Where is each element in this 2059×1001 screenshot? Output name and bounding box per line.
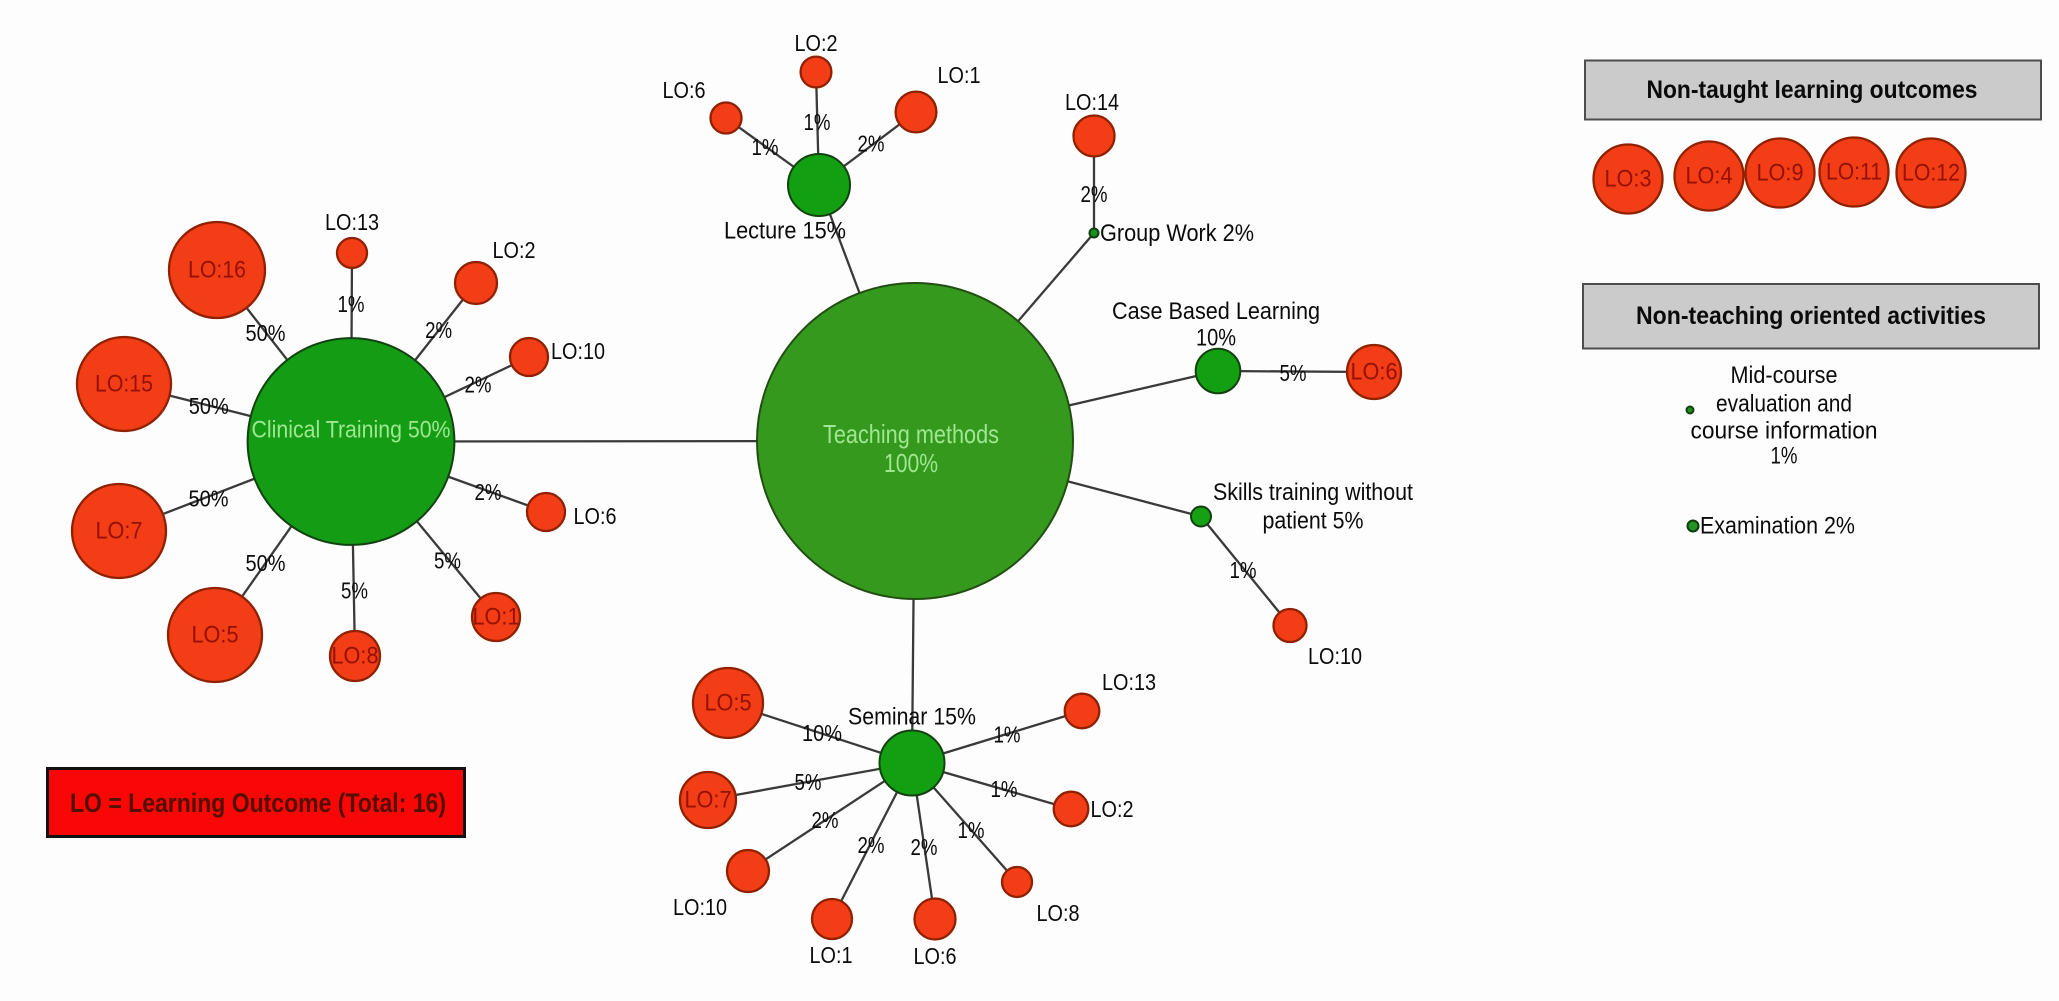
- svg-text:LO:1: LO:1: [473, 604, 520, 631]
- svg-text:2%: 2%: [465, 372, 492, 398]
- svg-text:LO:6: LO:6: [1351, 359, 1398, 386]
- svg-text:2%: 2%: [425, 317, 452, 343]
- svg-text:50%: 50%: [189, 393, 229, 419]
- svg-text:1%: 1%: [958, 817, 985, 843]
- svg-text:2%: 2%: [858, 832, 885, 858]
- svg-text:1%: 1%: [991, 776, 1018, 802]
- svg-text:Seminar 15%: Seminar 15%: [848, 704, 976, 731]
- svg-text:Group Work 2%: Group Work 2%: [1100, 220, 1254, 247]
- svg-text:LO:6: LO:6: [914, 943, 957, 969]
- svg-text:5%: 5%: [341, 578, 368, 604]
- svg-text:LO:8: LO:8: [332, 643, 379, 670]
- svg-text:5%: 5%: [1280, 360, 1307, 386]
- svg-text:Lecture 15%: Lecture 15%: [724, 218, 846, 245]
- svg-text:2%: 2%: [475, 479, 502, 505]
- svg-text:LO:7: LO:7: [685, 787, 732, 814]
- svg-text:LO:2: LO:2: [795, 30, 838, 56]
- svg-text:LO:2: LO:2: [1091, 796, 1134, 822]
- svg-text:Non-teaching oriented activiti: Non-teaching oriented activities: [1636, 302, 1986, 330]
- svg-text:LO:8: LO:8: [1037, 900, 1080, 926]
- svg-text:LO:1: LO:1: [938, 62, 981, 88]
- svg-text:2%: 2%: [911, 834, 938, 860]
- svg-text:patient 5%: patient 5%: [1263, 508, 1364, 535]
- svg-text:LO:13: LO:13: [1102, 669, 1156, 695]
- svg-text:LO:15: LO:15: [95, 371, 153, 398]
- svg-text:Non-taught learning outcomes: Non-taught learning outcomes: [1647, 76, 1978, 104]
- svg-text:LO:6: LO:6: [663, 77, 706, 103]
- svg-text:LO:7: LO:7: [96, 518, 143, 545]
- svg-text:2%: 2%: [1081, 181, 1108, 207]
- svg-text:2%: 2%: [812, 807, 839, 833]
- svg-text:LO:16: LO:16: [188, 257, 246, 284]
- svg-text:Examination 2%: Examination 2%: [1700, 513, 1855, 540]
- svg-text:LO:13: LO:13: [325, 209, 379, 235]
- svg-text:10%: 10%: [802, 720, 842, 746]
- svg-text:LO:10: LO:10: [551, 338, 605, 364]
- svg-text:evaluation and: evaluation and: [1716, 391, 1852, 418]
- svg-text:LO:5: LO:5: [192, 622, 239, 649]
- svg-text:2%: 2%: [858, 131, 885, 157]
- svg-text:Skills training without: Skills training without: [1213, 479, 1413, 506]
- svg-text:LO:1: LO:1: [810, 942, 853, 968]
- svg-text:LO = Learning Outcome (Total:: LO = Learning Outcome (Total: 16): [70, 788, 446, 818]
- svg-text:LO:4: LO:4: [1686, 163, 1733, 190]
- svg-text:Teaching methods: Teaching methods: [823, 419, 999, 449]
- svg-text:50%: 50%: [246, 550, 286, 576]
- svg-text:1%: 1%: [994, 722, 1021, 748]
- svg-text:LO:10: LO:10: [1308, 643, 1362, 669]
- svg-text:1%: 1%: [752, 134, 779, 160]
- svg-text:LO:2: LO:2: [493, 237, 536, 263]
- svg-text:LO:5: LO:5: [705, 690, 752, 717]
- svg-text:Mid-course: Mid-course: [1731, 362, 1838, 389]
- svg-text:LO:10: LO:10: [673, 894, 727, 920]
- svg-text:LO:9: LO:9: [1757, 160, 1804, 187]
- svg-text:LO:14: LO:14: [1065, 89, 1119, 115]
- svg-text:50%: 50%: [189, 486, 229, 512]
- svg-text:5%: 5%: [434, 547, 461, 573]
- svg-text:10%: 10%: [1196, 325, 1236, 352]
- svg-text:course information: course information: [1691, 418, 1878, 445]
- svg-text:LO:12: LO:12: [1902, 160, 1960, 187]
- svg-text:LO:6: LO:6: [574, 503, 617, 529]
- svg-text:100%: 100%: [884, 448, 938, 478]
- svg-text:1%: 1%: [804, 109, 831, 135]
- svg-text:LO:11: LO:11: [1826, 159, 1882, 186]
- svg-text:5%: 5%: [795, 769, 822, 795]
- svg-text:Clinical Training 50%: Clinical Training 50%: [252, 417, 451, 444]
- svg-text:LO:3: LO:3: [1605, 166, 1652, 193]
- svg-text:1%: 1%: [338, 291, 365, 317]
- svg-text:50%: 50%: [246, 320, 286, 346]
- svg-text:1%: 1%: [1230, 557, 1257, 583]
- svg-text:Case Based Learning: Case Based Learning: [1112, 298, 1320, 325]
- svg-text:1%: 1%: [1771, 443, 1798, 470]
